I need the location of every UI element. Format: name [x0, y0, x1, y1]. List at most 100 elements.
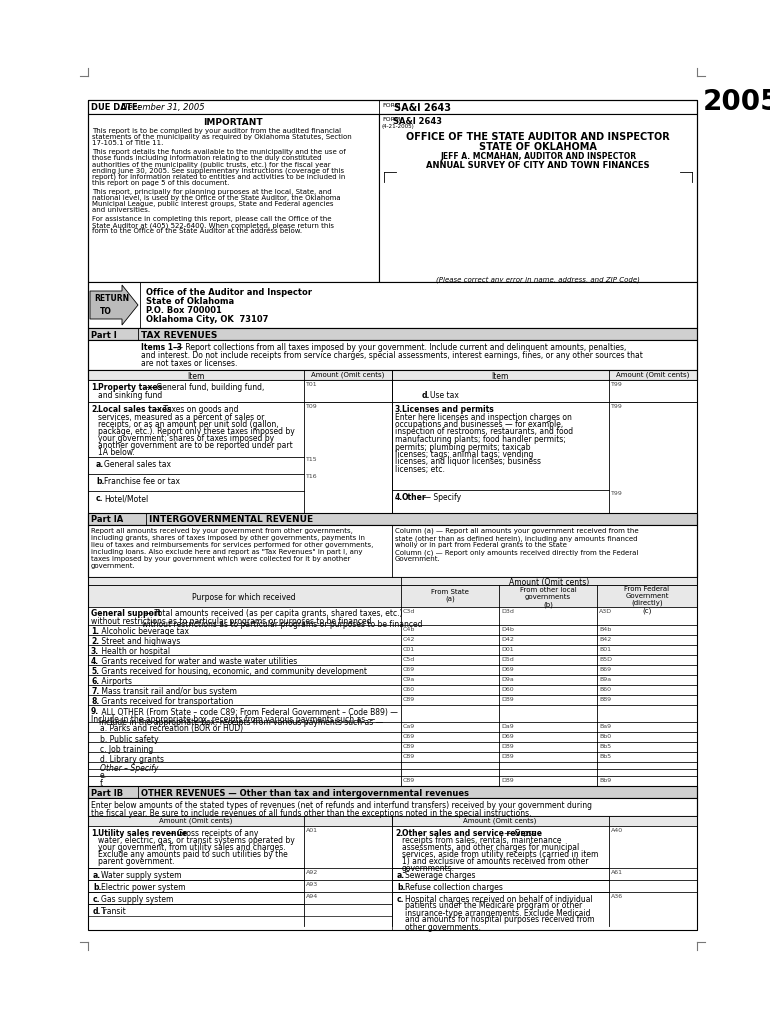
Text: — Total amounts received (as per capita grants, shared taxes, etc.)
without rest: — Total amounts received (as per capita …: [142, 609, 423, 629]
Text: Office of the Auditor and Inspector: Office of the Auditor and Inspector: [146, 288, 312, 297]
Text: Include in the appropriate box, receipts from various payments such as —: Include in the appropriate box, receipts…: [91, 715, 375, 724]
Bar: [88, 577, 697, 585]
Polygon shape: [90, 285, 138, 325]
Text: IMPORTANT: IMPORTANT: [203, 118, 263, 127]
Text: government.: government.: [91, 563, 136, 569]
Text: Property taxes: Property taxes: [98, 383, 162, 392]
Text: A92: A92: [306, 870, 318, 874]
Text: the fiscal year. Be sure to include revenues of all funds other than the excepti: the fiscal year. Be sure to include reve…: [91, 809, 531, 818]
Text: — Gross receipts of any: — Gross receipts of any: [165, 828, 259, 838]
Text: Item: Item: [187, 372, 205, 381]
Bar: [88, 868, 392, 880]
Text: Mass transit rail and/or bus system: Mass transit rail and/or bus system: [99, 687, 236, 696]
Text: Report all amounts received by your government from other governments,: Report all amounts received by your gove…: [91, 528, 353, 534]
Text: f.: f.: [100, 778, 105, 787]
Bar: [88, 100, 697, 930]
Text: Other: Other: [402, 493, 427, 502]
Bar: [392, 826, 697, 868]
Text: a.: a.: [96, 460, 104, 469]
Text: D89: D89: [501, 744, 514, 749]
Text: D42: D42: [501, 637, 514, 642]
Text: D69: D69: [501, 734, 514, 739]
Text: Municipal League, public interest groups, State and Federal agencies: Municipal League, public interest groups…: [92, 201, 333, 207]
Text: C69: C69: [403, 667, 415, 672]
Text: State Auditor at (405) 522-6400. When completed, please return this: State Auditor at (405) 522-6400. When co…: [92, 222, 334, 228]
Text: Alcoholic beverage tax: Alcoholic beverage tax: [99, 628, 189, 637]
Text: — Specify: — Specify: [421, 493, 461, 502]
Text: OTHER REVENUES — Other than tax and intergovernmental revenues: OTHER REVENUES — Other than tax and inte…: [141, 788, 469, 798]
Text: Local sales taxes: Local sales taxes: [98, 406, 172, 414]
Text: and universities.: and universities.: [92, 208, 150, 213]
Bar: [392, 380, 697, 402]
Text: 1.: 1.: [91, 828, 99, 838]
Text: 4.: 4.: [91, 657, 99, 667]
Text: C89: C89: [403, 778, 415, 783]
Text: Licenses and permits: Licenses and permits: [402, 406, 494, 414]
Bar: [88, 786, 697, 798]
Text: Health or hospital: Health or hospital: [99, 647, 169, 656]
Text: licenses; etc.: licenses; etc.: [395, 465, 445, 474]
Bar: [88, 665, 697, 675]
Text: T99: T99: [611, 382, 623, 387]
Text: TO: TO: [100, 307, 112, 316]
Text: d.: d.: [422, 391, 430, 400]
Bar: [88, 752, 697, 762]
Text: wholly or in part from Federal grants to the State: wholly or in part from Federal grants to…: [395, 542, 567, 548]
Bar: [88, 762, 697, 769]
Text: licenses; tags; animal tags; vending: licenses; tags; animal tags; vending: [395, 450, 534, 459]
Text: 6.: 6.: [91, 678, 99, 686]
Bar: [88, 625, 697, 635]
Text: Electric power system: Electric power system: [101, 883, 186, 892]
Text: 7.: 7.: [91, 687, 99, 696]
Text: 8.: 8.: [91, 697, 99, 707]
Text: T99: T99: [611, 404, 623, 409]
Text: From State
(a): From State (a): [431, 589, 469, 602]
Text: INTERGOVERNMENTAL REVENUE: INTERGOVERNMENTAL REVENUE: [149, 515, 313, 524]
Text: A01: A01: [306, 828, 318, 833]
Text: 2.: 2.: [395, 828, 403, 838]
Bar: [88, 607, 697, 625]
Text: OFFICE OF THE STATE AUDITOR AND INSPECTOR: OFFICE OF THE STATE AUDITOR AND INSPECTO…: [406, 132, 670, 142]
Text: A93: A93: [306, 882, 318, 887]
Text: C89: C89: [403, 754, 415, 759]
Bar: [379, 114, 697, 282]
Text: 2.: 2.: [91, 638, 99, 646]
Text: Hotel/Motel: Hotel/Motel: [104, 494, 149, 503]
Text: Gas supply system: Gas supply system: [101, 895, 173, 903]
Text: T15: T15: [306, 457, 317, 462]
Text: Enter here licenses and inspection charges on: Enter here licenses and inspection charg…: [395, 413, 572, 422]
Text: lieu of taxes and reimbursements for services performed for other governments,: lieu of taxes and reimbursements for ser…: [91, 542, 373, 548]
Text: those funds including information relating to the duly constituted: those funds including information relati…: [92, 156, 322, 162]
Text: Enter below amounts of the stated types of revenues (net of refunds and interfun: Enter below amounts of the stated types …: [91, 801, 592, 810]
Text: Ca9: Ca9: [403, 724, 415, 729]
Text: form to the Office of the State Auditor at the address below.: form to the Office of the State Auditor …: [92, 228, 302, 234]
Text: Ba9: Ba9: [599, 724, 611, 729]
Text: c.: c.: [397, 895, 404, 903]
Text: TAX REVENUES: TAX REVENUES: [141, 331, 217, 340]
Text: e.: e.: [100, 771, 107, 780]
Text: Hospital charges received on behalf of individual: Hospital charges received on behalf of i…: [405, 895, 593, 903]
Text: 2005: 2005: [703, 88, 770, 116]
Text: For assistance in completing this report, please call the Office of the: For assistance in completing this report…: [92, 216, 332, 222]
Text: 1A below.: 1A below.: [98, 449, 135, 457]
Text: General sales tax: General sales tax: [104, 460, 171, 469]
Text: (4-21-2005): (4-21-2005): [382, 124, 415, 129]
Text: C42: C42: [403, 637, 415, 642]
Text: State of Oklahoma: State of Oklahoma: [146, 297, 234, 306]
Text: assessments, and other charges for municipal: assessments, and other charges for munic…: [402, 843, 579, 852]
Bar: [88, 380, 392, 402]
Bar: [88, 100, 697, 114]
Bar: [88, 685, 697, 695]
Text: Purpose for which received: Purpose for which received: [192, 593, 296, 602]
Text: Bb5: Bb5: [599, 744, 611, 749]
Text: A36: A36: [611, 894, 623, 899]
Text: SA&I 2643: SA&I 2643: [393, 117, 442, 126]
Text: Airports: Airports: [99, 678, 132, 686]
Text: D4b: D4b: [501, 627, 514, 632]
Text: SA&I 2643: SA&I 2643: [394, 103, 451, 113]
Text: Da9: Da9: [501, 724, 514, 729]
Text: d.: d.: [93, 906, 102, 915]
Text: b.: b.: [93, 883, 102, 892]
Text: services, measured as a percent of sales or: services, measured as a percent of sales…: [98, 413, 264, 422]
Text: FORM: FORM: [382, 103, 400, 108]
